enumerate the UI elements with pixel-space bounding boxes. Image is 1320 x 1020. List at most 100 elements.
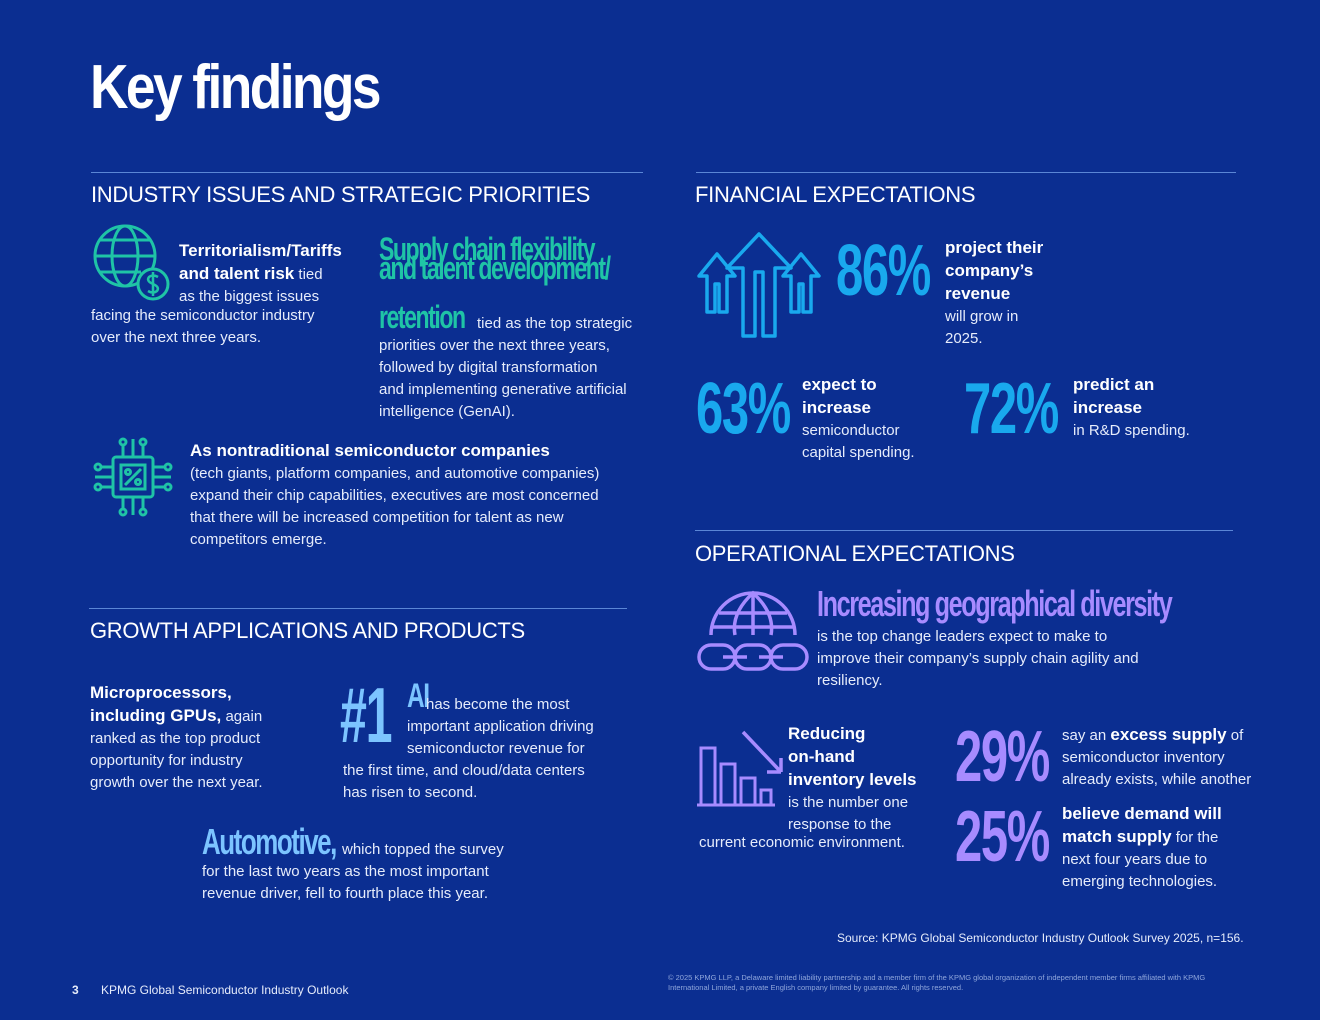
ai-text-1: has become the most	[426, 696, 570, 713]
divider	[91, 172, 643, 173]
finding-text: capital spending.	[802, 444, 915, 461]
supply-chain-finding: Supply chain flexibility and talent deve…	[379, 232, 649, 285]
bar-chart-down-icon	[697, 728, 787, 813]
stat-72-text: predict an increase in R&D spending.	[1073, 374, 1223, 442]
finding-bold: match supply	[1062, 827, 1172, 846]
finding-text: again	[221, 708, 263, 725]
finding-bold: As nontraditional semiconductor companie…	[190, 441, 550, 460]
stat-29-value: 29%	[955, 717, 1050, 797]
finding-text: intelligence (GenAI).	[379, 403, 515, 420]
finding-bold: Microprocessors,	[90, 683, 232, 702]
finding-bold: expect to	[802, 375, 877, 394]
finding-bold: Reducing	[788, 724, 866, 743]
finding-bold: predict an	[1073, 375, 1155, 394]
supply-text-1: tied as the top strategic	[477, 315, 633, 332]
finding-text: priorities over the next three years,	[379, 337, 610, 354]
finding-text: semiconductor revenue for	[407, 740, 585, 757]
finding-bold: excess supply	[1110, 725, 1227, 744]
finding-bold: increase	[802, 398, 871, 417]
finding-bold: and talent risk	[179, 264, 295, 283]
stat-25-value: 25%	[955, 797, 1050, 877]
finding-text: followed by digital transformation	[379, 359, 598, 376]
finding-text: say an	[1062, 727, 1111, 744]
supply-big-1: Supply chain flexibility	[379, 231, 596, 267]
geo-big: Increasing geographical diversity	[817, 583, 1173, 624]
finding-text: improve their company’s supply chain agi…	[817, 650, 1139, 667]
finding-text: the first time, and cloud/data centers	[343, 762, 585, 779]
divider	[695, 530, 1233, 531]
finding-text: competitors emerge.	[190, 531, 327, 548]
page-title: Key findings	[90, 53, 382, 122]
finding-text: of	[1226, 727, 1244, 744]
section-heading-growth: GROWTH APPLICATIONS AND PRODUCTS	[90, 618, 525, 643]
finding-text: emerging technologies.	[1062, 873, 1218, 890]
finding-text: important application driving	[407, 718, 594, 735]
finding-text: revenue driver, fell to fourth place thi…	[202, 885, 488, 902]
legal-notice: © 2025 KPMG LLP, a Delaware limited liab…	[668, 973, 1268, 993]
automotive-text: for the last two years as the most impor…	[202, 861, 532, 905]
finding-text: expand their chip capabilities, executiv…	[190, 487, 599, 504]
automotive-big: Automotive,	[202, 821, 337, 862]
finding-bold: believe demand will	[1062, 804, 1222, 823]
finding-bold: revenue	[945, 284, 1011, 303]
finding-text: and implementing generative artificial	[379, 381, 627, 398]
nontraditional-finding: As nontraditional semiconductor companie…	[190, 440, 640, 551]
finding-text: semiconductor	[802, 422, 900, 439]
ai-big: AI	[407, 677, 430, 715]
section-heading-industry: INDUSTRY ISSUES AND STRATEGIC PRIORITIES	[91, 182, 590, 207]
legal-line: International Limited, a private English…	[668, 983, 964, 992]
tariffs-finding-cont: facing the semiconductor industry over t…	[91, 305, 351, 349]
finding-text: opportunity for industry	[90, 752, 243, 769]
inventory-text-bold: Reducing on-hand inventory levels is the…	[788, 723, 938, 836]
finding-bold: project their	[945, 238, 1044, 257]
divider	[89, 608, 627, 609]
section-heading-financial: FINANCIAL EXPECTATIONS	[695, 182, 976, 207]
finding-text: for the last two years as the most impor…	[202, 863, 489, 880]
finding-text: (tech giants, platform companies, and au…	[190, 465, 600, 482]
tariffs-finding: Territorialism/Tariffs and talent risk t…	[179, 240, 379, 308]
finding-text: next four years due to	[1062, 851, 1208, 868]
stat-86-text: project their company’s revenue will gro…	[945, 237, 1075, 350]
supply-big-2: and talent development/	[379, 250, 611, 286]
finding-bold: company’s	[945, 261, 1034, 280]
circuit-percent-icon	[91, 435, 175, 524]
geo-text: is the top change leaders expect to make…	[817, 626, 1177, 692]
finding-text: response to the	[788, 816, 892, 833]
finding-text: in R&D spending.	[1073, 422, 1190, 439]
finding-text: facing the semiconductor industry	[91, 307, 315, 324]
legal-line: © 2025 KPMG LLP, a Delaware limited liab…	[668, 973, 1206, 982]
finding-bold: inventory levels	[788, 770, 917, 789]
finding-text: already exists, while another	[1062, 771, 1252, 788]
ai-text-cont: the first time, and cloud/data centers h…	[343, 760, 633, 804]
finding-text: tied	[294, 266, 323, 283]
globe-chain-icon	[697, 583, 809, 680]
finding-bold: including GPUs,	[90, 706, 222, 725]
finding-text: as the biggest issues	[179, 288, 320, 305]
inventory-text-3: current economic environment.	[699, 834, 905, 851]
finding-text: is the number one	[788, 794, 909, 811]
divider	[696, 172, 1236, 173]
finding-text: will grow in	[945, 308, 1019, 325]
microprocessor-finding: Microprocessors, including GPUs, again r…	[90, 682, 310, 794]
finding-text: semiconductor inventory	[1062, 749, 1225, 766]
finding-bold: Territorialism/Tariffs	[179, 241, 342, 260]
finding-text: resiliency.	[817, 672, 883, 689]
automotive-text-1: which topped the survey	[342, 841, 504, 858]
ai-rank: #1	[340, 671, 393, 759]
finding-text: 2025.	[945, 330, 983, 347]
stat-72-value: 72%	[964, 369, 1059, 449]
source-note: Source: KPMG Global Semiconductor Indust…	[837, 931, 1244, 945]
supply-text: priorities over the next three years, fo…	[379, 335, 649, 423]
finding-text: over the next three years.	[91, 329, 262, 346]
finding-text: has risen to second.	[343, 784, 478, 801]
finding-bold: on-hand	[788, 747, 856, 766]
stat-86-value: 86%	[836, 231, 931, 311]
stat-63-text: expect to increase semiconductor capital…	[802, 374, 942, 464]
finding-bold: increase	[1073, 398, 1142, 417]
stat-29-text: say an excess supply of semiconductor in…	[1062, 724, 1272, 791]
arrows-up-icon	[697, 232, 821, 345]
finding-text: is the top change leaders expect to make…	[817, 628, 1108, 645]
page-number: 3	[72, 983, 79, 997]
stat-63-value: 63%	[696, 369, 791, 449]
ai-text: important application driving semiconduc…	[407, 716, 637, 760]
